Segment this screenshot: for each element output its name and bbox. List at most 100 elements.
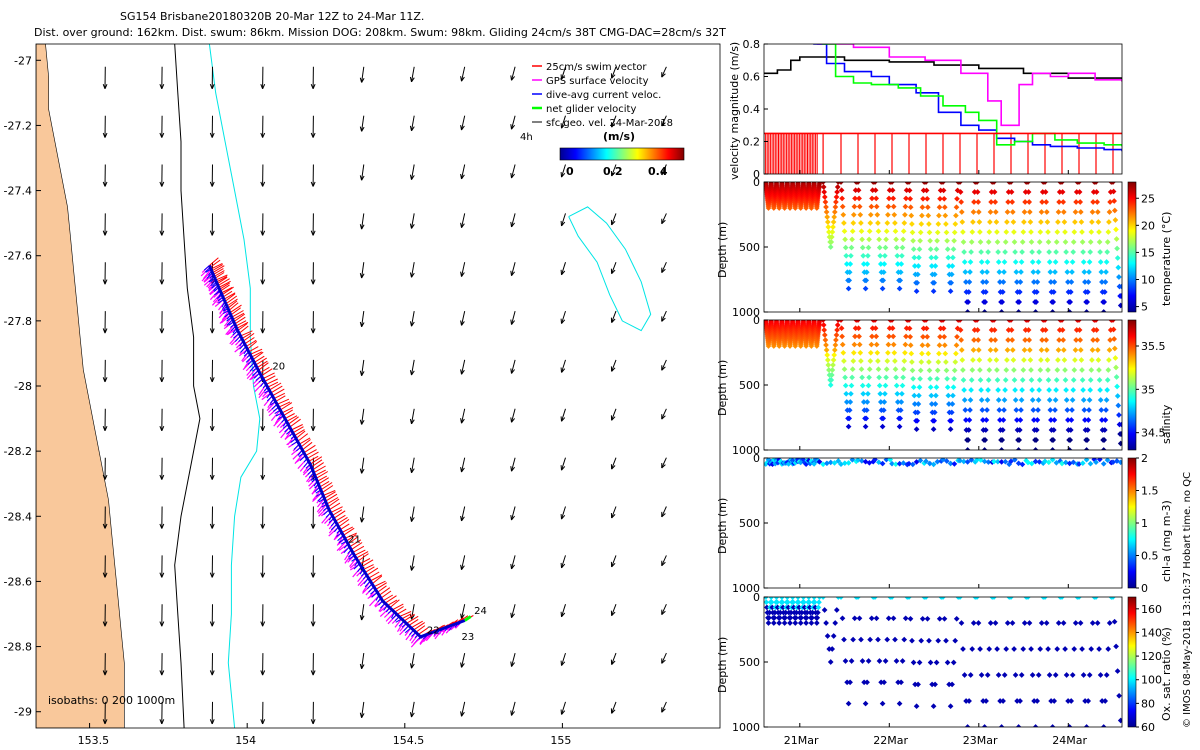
profile-point <box>899 390 905 397</box>
profile-point <box>838 187 845 194</box>
vector-arrowhead <box>260 132 266 138</box>
vector-arrowhead <box>409 516 415 522</box>
profile-point <box>928 392 935 399</box>
profile-point <box>1033 427 1040 433</box>
profile-point <box>981 724 988 727</box>
profile-point <box>1032 458 1039 465</box>
profile-point <box>1043 209 1050 215</box>
vector-arrow <box>461 506 466 522</box>
profile-point <box>924 615 931 622</box>
profile-point <box>976 219 983 225</box>
legend-net-label: net glider velocity <box>546 104 636 115</box>
profile-point <box>940 320 946 323</box>
profile-point <box>821 194 828 200</box>
profile-point <box>839 195 845 202</box>
vector-arrowhead <box>510 466 515 472</box>
gps-vector <box>317 503 328 514</box>
profile-point <box>780 604 786 611</box>
vector-arrow <box>511 115 516 130</box>
profile-point <box>779 597 785 600</box>
vector-arrow <box>511 213 516 228</box>
profile-point <box>1059 327 1066 333</box>
profile-point <box>958 347 965 353</box>
profile-point <box>1086 269 1092 275</box>
profile-point <box>1003 229 1010 235</box>
profile-point <box>958 620 965 626</box>
map-ytick-label: -28.6 <box>4 575 32 588</box>
profile-point <box>1002 249 1008 255</box>
profile-point <box>1105 646 1112 652</box>
profile-point <box>1059 189 1066 195</box>
profile-point <box>944 246 951 253</box>
vector-arrowhead <box>661 267 666 273</box>
velocity-series-0 <box>764 56 1122 82</box>
profile-point <box>843 399 850 405</box>
profile-point <box>800 597 807 600</box>
profile-point <box>920 195 926 202</box>
vector-arrowhead <box>310 377 316 383</box>
profile-point <box>1002 458 1009 465</box>
profile-point <box>894 390 901 397</box>
profile-point <box>909 229 916 236</box>
profile-point <box>1046 249 1052 255</box>
profile-point <box>1027 357 1034 363</box>
profile-point <box>1068 698 1075 704</box>
profile-point <box>1045 459 1052 466</box>
profile-point <box>842 244 849 251</box>
profile-point <box>947 703 954 710</box>
profile-point <box>1063 259 1070 265</box>
profile-point <box>1077 347 1084 353</box>
profile-point <box>851 341 858 348</box>
profile-point <box>950 659 957 666</box>
profile-point <box>1049 447 1056 450</box>
profile-point <box>902 203 909 210</box>
profile-point <box>980 279 986 285</box>
profile-point <box>801 604 808 611</box>
profile-point <box>855 187 862 194</box>
colorbar-tick-label: 100 <box>1141 674 1162 687</box>
profile-point <box>885 615 892 622</box>
colorbar-tick-label: 15 <box>1141 246 1155 259</box>
profile-point <box>820 322 827 328</box>
profile-point <box>841 636 847 643</box>
profile-point <box>983 417 990 423</box>
profile-point <box>820 597 826 600</box>
profile-point <box>1000 698 1006 704</box>
profile-point <box>867 358 874 364</box>
profile-point <box>782 609 789 616</box>
profile-point <box>992 347 999 353</box>
vector-arrowhead <box>460 711 465 717</box>
profile-point <box>1060 347 1067 353</box>
profile-point <box>1104 377 1111 383</box>
profile-point <box>886 333 892 340</box>
profile-point <box>1044 219 1051 225</box>
profile-point <box>908 212 915 219</box>
profile-point <box>931 417 938 424</box>
profile-point <box>889 460 895 467</box>
profile-point <box>1106 357 1112 363</box>
profile-point <box>872 187 879 194</box>
profile-point <box>940 325 947 332</box>
swim-vector <box>267 381 279 388</box>
profile-point <box>941 195 948 202</box>
profile-point <box>874 211 881 218</box>
profile-point <box>1012 397 1019 403</box>
swim-vector <box>241 332 252 340</box>
profile-point <box>1114 255 1121 261</box>
profile-point <box>1033 437 1040 443</box>
profile-point <box>909 637 915 644</box>
profile-point <box>971 327 978 333</box>
profile-point <box>953 212 959 219</box>
profile-point <box>884 636 891 643</box>
profile-point <box>916 254 922 261</box>
profile-point <box>964 724 971 727</box>
profile-point <box>856 333 862 340</box>
profile-point <box>862 285 869 292</box>
vector-arrow <box>561 213 566 227</box>
profile-point <box>1033 299 1040 305</box>
profile-point <box>935 221 942 227</box>
profile-point <box>1102 279 1109 285</box>
figure-subtitle: Dist. over ground: 162km. Dist. swum: 86… <box>34 26 726 39</box>
profile-point <box>1004 209 1011 215</box>
profile-point <box>885 211 891 218</box>
